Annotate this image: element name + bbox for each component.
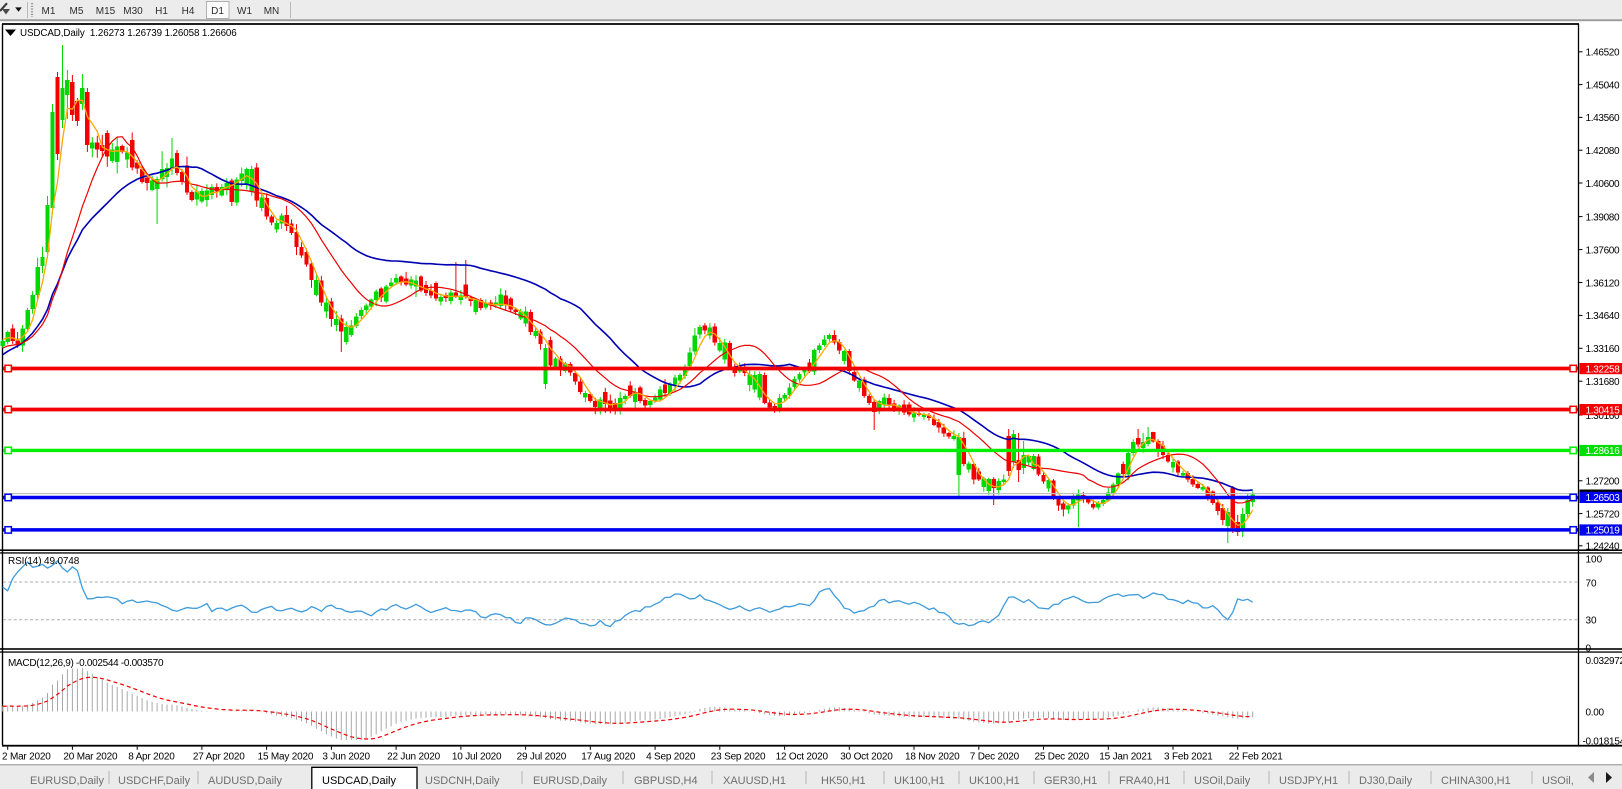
svg-text:1.46520: 1.46520 <box>1586 48 1620 59</box>
svg-text:W1: W1 <box>237 6 252 17</box>
svg-text:1.32258: 1.32258 <box>1586 364 1621 375</box>
svg-text:1.25019: 1.25019 <box>1586 526 1621 537</box>
svg-text:3 Feb 2021: 3 Feb 2021 <box>1164 752 1213 763</box>
svg-text:29 Jul 2020: 29 Jul 2020 <box>517 752 567 763</box>
svg-text:0.032972: 0.032972 <box>1586 656 1622 667</box>
svg-text:USDCNH,Daily: USDCNH,Daily <box>425 775 500 787</box>
svg-text:4 Sep 2020: 4 Sep 2020 <box>646 752 696 763</box>
svg-text:FRA40,H1: FRA40,H1 <box>1119 775 1170 787</box>
svg-text:1.36120: 1.36120 <box>1586 278 1620 289</box>
svg-text:25 Dec 2020: 25 Dec 2020 <box>1035 752 1090 763</box>
svg-text:USDJPY,H1: USDJPY,H1 <box>1279 775 1338 787</box>
svg-text:18 Nov 2020: 18 Nov 2020 <box>905 752 960 763</box>
svg-text:1.40600: 1.40600 <box>1586 179 1620 190</box>
svg-text:3 Jun 2020: 3 Jun 2020 <box>322 752 370 763</box>
svg-text:100: 100 <box>1586 554 1603 565</box>
svg-text:XAUUSD,H1: XAUUSD,H1 <box>723 775 786 787</box>
svg-text:1.37600: 1.37600 <box>1586 245 1620 256</box>
svg-text:1.28616: 1.28616 <box>1586 446 1621 457</box>
svg-text:H4: H4 <box>182 6 195 17</box>
svg-text:15 May 2020: 15 May 2020 <box>258 752 314 763</box>
svg-text:1.31680: 1.31680 <box>1586 377 1620 388</box>
svg-text:10 Jul 2020: 10 Jul 2020 <box>452 752 502 763</box>
svg-text:70: 70 <box>1586 578 1598 589</box>
svg-text:8 Apr 2020: 8 Apr 2020 <box>128 752 175 763</box>
svg-text:1.45040: 1.45040 <box>1586 80 1620 91</box>
svg-text:1.43560: 1.43560 <box>1586 113 1620 124</box>
svg-text:1.42080: 1.42080 <box>1586 146 1620 157</box>
svg-text:USOil,: USOil, <box>1542 775 1574 787</box>
svg-text:1.33160: 1.33160 <box>1586 344 1620 355</box>
svg-text:-0.018154: -0.018154 <box>1583 736 1622 747</box>
svg-text:20 Mar 2020: 20 Mar 2020 <box>63 752 118 763</box>
svg-text:RSI(14) 49.0748: RSI(14) 49.0748 <box>8 556 80 567</box>
svg-text:1.34640: 1.34640 <box>1586 311 1620 322</box>
svg-text:0: 0 <box>1586 643 1592 654</box>
svg-text:27 Apr 2020: 27 Apr 2020 <box>193 752 245 763</box>
svg-text:UK100,H1: UK100,H1 <box>894 775 945 787</box>
svg-text:USOil,Daily: USOil,Daily <box>1194 775 1251 787</box>
svg-text:30: 30 <box>1586 616 1598 627</box>
svg-text:DJ30,Daily: DJ30,Daily <box>1359 775 1413 787</box>
svg-text:M5: M5 <box>70 6 84 17</box>
svg-text:EURUSD,Daily: EURUSD,Daily <box>533 775 607 787</box>
svg-text:22 Feb 2021: 22 Feb 2021 <box>1229 752 1284 763</box>
svg-text:MACD(12,26,9) -0.002544 -0.003: MACD(12,26,9) -0.002544 -0.003570 <box>8 658 164 669</box>
svg-text:15 Jan 2021: 15 Jan 2021 <box>1099 752 1152 763</box>
svg-text:1.25720: 1.25720 <box>1586 509 1620 520</box>
svg-text:0.00: 0.00 <box>1586 707 1605 718</box>
svg-text:USDCAD,Daily 1.26273 1.26739: USDCAD,Daily 1.26273 1.26739 1.26058 1.2… <box>20 28 237 39</box>
svg-text:1.30160: 1.30160 <box>1586 411 1620 422</box>
svg-text:1.39080: 1.39080 <box>1586 212 1620 223</box>
svg-text:23 Sep 2020: 23 Sep 2020 <box>711 752 766 763</box>
svg-text:1.27200: 1.27200 <box>1586 477 1620 488</box>
svg-text:D1: D1 <box>211 6 224 17</box>
svg-text:UK100,H1: UK100,H1 <box>969 775 1020 787</box>
svg-text:12 Oct 2020: 12 Oct 2020 <box>776 752 829 763</box>
svg-text:USDCHF,Daily: USDCHF,Daily <box>118 775 191 787</box>
svg-text:17 Aug 2020: 17 Aug 2020 <box>581 752 636 763</box>
svg-text:30 Oct 2020: 30 Oct 2020 <box>840 752 893 763</box>
svg-text:22 Jun 2020: 22 Jun 2020 <box>387 752 440 763</box>
svg-text:H1: H1 <box>155 6 168 17</box>
svg-text:USDCAD,Daily: USDCAD,Daily <box>322 775 396 787</box>
svg-text:M15: M15 <box>96 6 116 17</box>
svg-text:2 Mar 2020: 2 Mar 2020 <box>2 752 51 763</box>
svg-text:GER30,H1: GER30,H1 <box>1044 775 1097 787</box>
svg-text:HK50,H1: HK50,H1 <box>821 775 866 787</box>
svg-text:GBPUSD,H4: GBPUSD,H4 <box>634 775 698 787</box>
svg-text:1.30415: 1.30415 <box>1586 405 1621 416</box>
svg-text:AUDUSD,Daily: AUDUSD,Daily <box>208 775 282 787</box>
svg-text:M30: M30 <box>123 6 143 17</box>
svg-text:1.26503: 1.26503 <box>1586 493 1621 504</box>
svg-text:CHINA300,H1: CHINA300,H1 <box>1441 775 1511 787</box>
svg-text:1.24240: 1.24240 <box>1586 542 1620 553</box>
svg-text:M1: M1 <box>42 6 56 17</box>
svg-text:EURUSD,Daily: EURUSD,Daily <box>30 775 104 787</box>
svg-text:7 Dec 2020: 7 Dec 2020 <box>970 752 1020 763</box>
svg-text:MN: MN <box>264 6 280 17</box>
